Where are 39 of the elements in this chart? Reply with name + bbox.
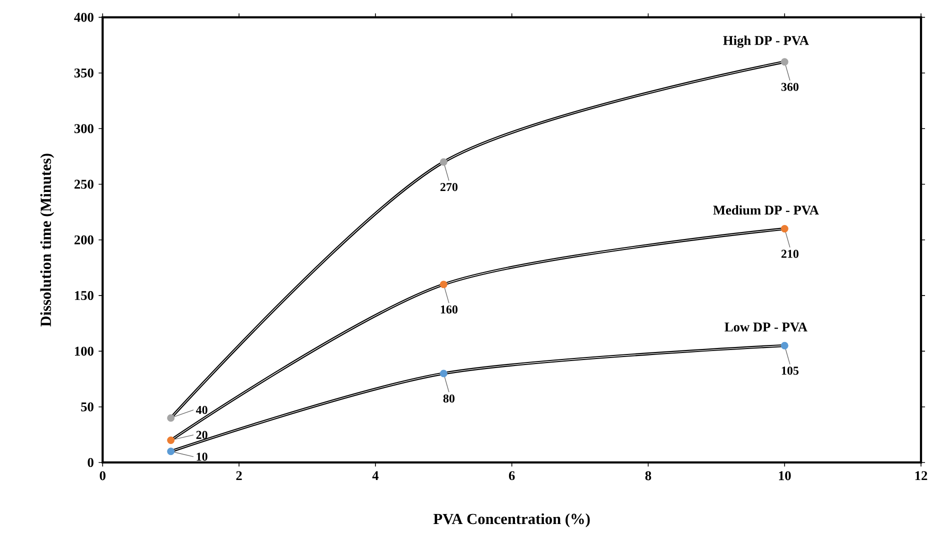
y-tick-label: 300 bbox=[74, 124, 94, 133]
point bbox=[780, 342, 788, 350]
x-tick-label: 2 bbox=[236, 470, 242, 480]
point bbox=[167, 436, 175, 444]
y-tick-label: 400 bbox=[74, 12, 94, 22]
x-tick-label: 0 bbox=[100, 470, 106, 480]
y-tick-label: 100 bbox=[75, 346, 94, 356]
x-tick-label: 12 bbox=[915, 470, 928, 480]
x-tick-label: 6 bbox=[508, 470, 515, 480]
data-label: 80 bbox=[443, 394, 454, 402]
data-label: 10 bbox=[196, 452, 208, 461]
y-tick-label: 0 bbox=[88, 458, 94, 467]
data-label: 160 bbox=[440, 305, 458, 314]
x-tick-label: 8 bbox=[645, 470, 652, 480]
data-label: 360 bbox=[781, 82, 798, 91]
point bbox=[440, 158, 448, 166]
x-axis-title: PVA Concentration (%) bbox=[433, 513, 590, 527]
point bbox=[440, 369, 448, 377]
series-label: Medium DP - PVA bbox=[713, 205, 819, 215]
data-label: 20 bbox=[196, 430, 208, 439]
point bbox=[780, 224, 788, 232]
y-tick-label: 200 bbox=[74, 235, 94, 244]
point bbox=[167, 414, 175, 422]
y-tick-label: 250 bbox=[74, 180, 94, 189]
data-label: 270 bbox=[440, 182, 458, 191]
y-tick-label: 150 bbox=[75, 290, 94, 300]
point bbox=[440, 280, 448, 288]
point bbox=[780, 58, 788, 66]
point bbox=[167, 447, 175, 455]
x-tick-label: 10 bbox=[779, 470, 791, 480]
x-tick-label: 4 bbox=[372, 470, 379, 480]
y-tick-label: 50 bbox=[81, 402, 94, 412]
data-label: 40 bbox=[196, 406, 208, 414]
data-label: 105 bbox=[782, 366, 799, 374]
y-tick-label: 350 bbox=[74, 68, 94, 78]
series-label: Low DP - PVA bbox=[724, 322, 808, 332]
series-label: High DP - PVA bbox=[723, 35, 809, 48]
data-label: 210 bbox=[781, 250, 798, 258]
y-axis-title: Dissolution time (Minutes) bbox=[40, 154, 54, 326]
